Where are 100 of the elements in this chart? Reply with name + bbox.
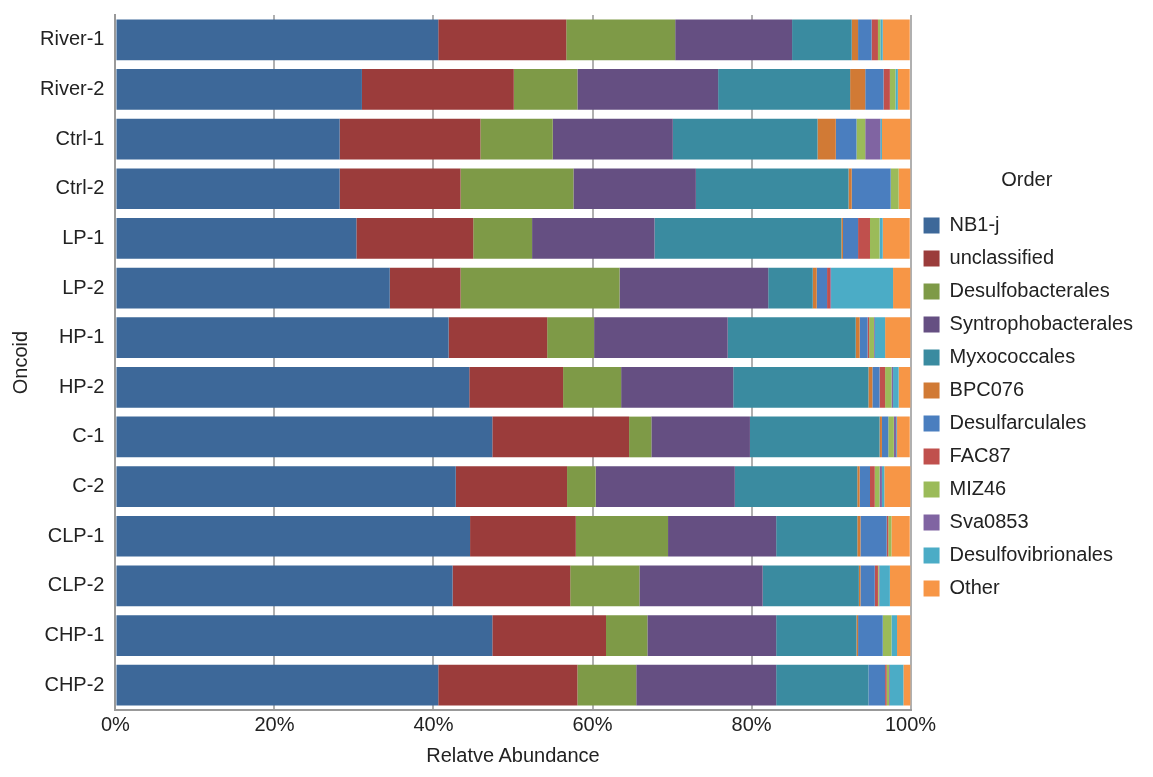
bar [885, 366, 892, 408]
bar [874, 317, 886, 359]
bar [768, 267, 813, 309]
bar [851, 168, 891, 210]
bar [651, 416, 750, 458]
bar [469, 366, 564, 408]
bar [776, 515, 858, 557]
bar [563, 366, 622, 408]
bar [552, 118, 673, 160]
bar [116, 168, 340, 210]
bar [860, 515, 887, 557]
bar [882, 615, 892, 656]
bar [513, 69, 578, 110]
bar [865, 118, 881, 160]
bar [547, 317, 595, 359]
bar [672, 118, 818, 160]
bar [594, 317, 728, 359]
y-tick-label: LP-2 [62, 275, 105, 298]
legend-label: Desulfarculales [949, 411, 1087, 434]
bar [891, 515, 910, 557]
y-tick-label: CLP-1 [47, 523, 105, 546]
bar [116, 218, 357, 259]
bar [817, 118, 836, 160]
y-tick-label: C-2 [72, 474, 105, 497]
bar [762, 565, 859, 607]
x-tick-label: 0% [101, 712, 131, 735]
bar [893, 267, 911, 309]
bar [879, 366, 886, 408]
bar [857, 466, 860, 507]
bar [874, 466, 880, 507]
bar [567, 466, 596, 507]
bar [859, 466, 870, 507]
bar [116, 565, 453, 607]
bar [882, 218, 910, 259]
bar [492, 615, 607, 656]
bar [897, 69, 910, 110]
bar [842, 218, 859, 259]
bar [856, 118, 866, 160]
bar [654, 218, 842, 259]
bar [339, 118, 481, 160]
bar [116, 69, 362, 110]
legend-label: BPC076 [949, 378, 1025, 401]
bar [492, 416, 630, 458]
bar [812, 267, 817, 309]
bar [532, 218, 655, 259]
bar [881, 416, 889, 458]
bar [893, 366, 899, 408]
y-tick-label: CHP-1 [44, 623, 105, 646]
bar [668, 515, 777, 557]
bar [116, 317, 449, 359]
legend-label: Desulfobacterales [949, 279, 1110, 302]
bar [116, 267, 390, 309]
bar [884, 466, 911, 507]
bar [570, 565, 640, 607]
bar [868, 366, 873, 408]
bar [891, 615, 898, 656]
bar [869, 317, 874, 359]
bar [870, 466, 875, 507]
bar [881, 118, 911, 160]
bar [460, 168, 574, 210]
bar [606, 615, 648, 656]
bar [727, 317, 856, 359]
bar [448, 317, 548, 359]
bar [339, 168, 461, 210]
bar [116, 515, 471, 557]
bar [455, 466, 568, 507]
bar [695, 168, 849, 210]
bar [858, 218, 870, 259]
bar [566, 19, 676, 61]
bar [734, 466, 858, 507]
legend-label: FAC87 [949, 444, 1011, 467]
bar [629, 416, 652, 458]
bar [792, 19, 852, 61]
y-tick-label: LP-1 [62, 225, 105, 248]
bar [776, 664, 869, 706]
bar [595, 466, 735, 507]
bar [470, 515, 576, 557]
y-tick-label: HP-1 [58, 325, 105, 348]
bar [480, 118, 553, 160]
bar [860, 565, 875, 607]
bar [460, 267, 620, 309]
bar [438, 19, 567, 61]
bar [879, 218, 883, 259]
y-tick-label: Ctrl-1 [55, 126, 105, 149]
y-tick-label: River-2 [40, 76, 105, 99]
bar [776, 615, 857, 656]
bar [575, 515, 669, 557]
bar [890, 168, 899, 210]
bar [356, 218, 474, 259]
bar [675, 19, 793, 61]
bar [859, 317, 868, 359]
legend-label: NB1-j [949, 213, 1000, 236]
bar [850, 69, 866, 110]
bar [872, 366, 880, 408]
bar [883, 69, 890, 110]
x-tick-label: 60% [572, 712, 613, 735]
legend-label: Other [949, 576, 1000, 599]
legend-label: MIZ46 [949, 477, 1007, 500]
bar [857, 515, 861, 557]
bar [116, 19, 439, 61]
